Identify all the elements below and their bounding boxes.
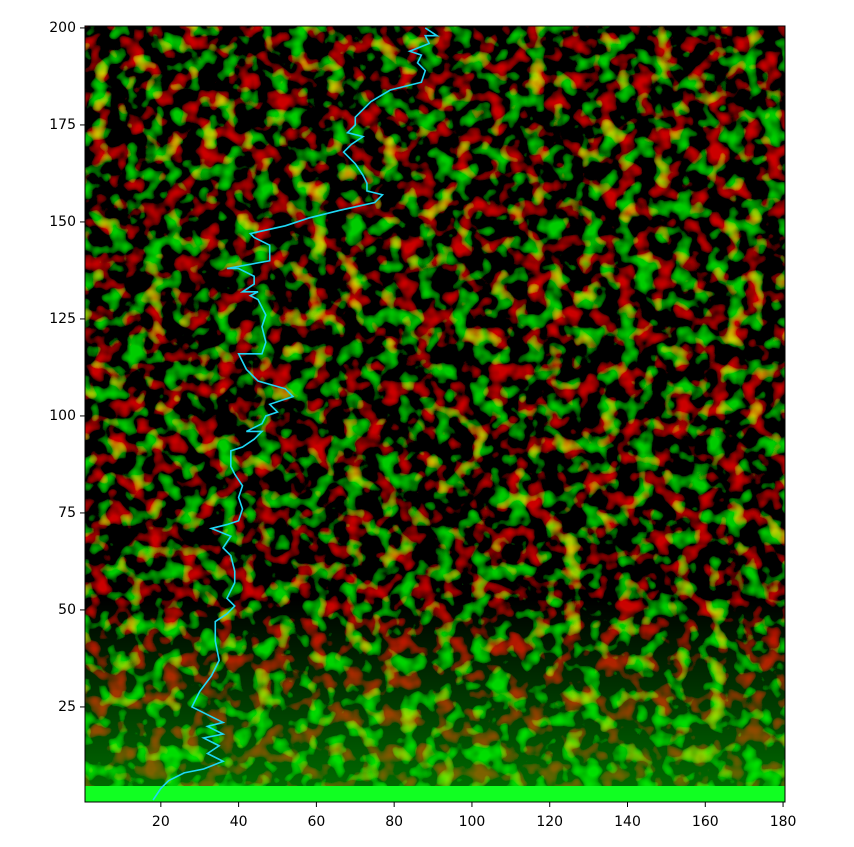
x-tick-label: 20 bbox=[152, 814, 170, 830]
y-tick-label: 150 bbox=[49, 214, 76, 230]
y-tick-label: 100 bbox=[49, 408, 76, 424]
x-tick-label: 40 bbox=[230, 814, 248, 830]
x-tick-label: 60 bbox=[307, 814, 325, 830]
y-tick-label: 25 bbox=[58, 699, 76, 715]
y-tick-label: 200 bbox=[49, 20, 76, 36]
x-tick-label: 80 bbox=[385, 814, 403, 830]
x-tick-label: 120 bbox=[536, 814, 563, 830]
y-tick-label: 175 bbox=[49, 117, 76, 133]
heatmap-background bbox=[85, 26, 785, 802]
y-tick-label: 50 bbox=[58, 602, 76, 618]
x-tick-label: 160 bbox=[692, 814, 719, 830]
x-tick-label: 180 bbox=[770, 814, 797, 830]
line bbox=[152, 27, 440, 801]
y-tick-label: 75 bbox=[58, 505, 76, 521]
x-tick-label: 140 bbox=[614, 814, 641, 830]
y-tick-label: 125 bbox=[49, 311, 76, 327]
plot-frame bbox=[84, 25, 786, 803]
x-tick-label: 100 bbox=[459, 814, 486, 830]
